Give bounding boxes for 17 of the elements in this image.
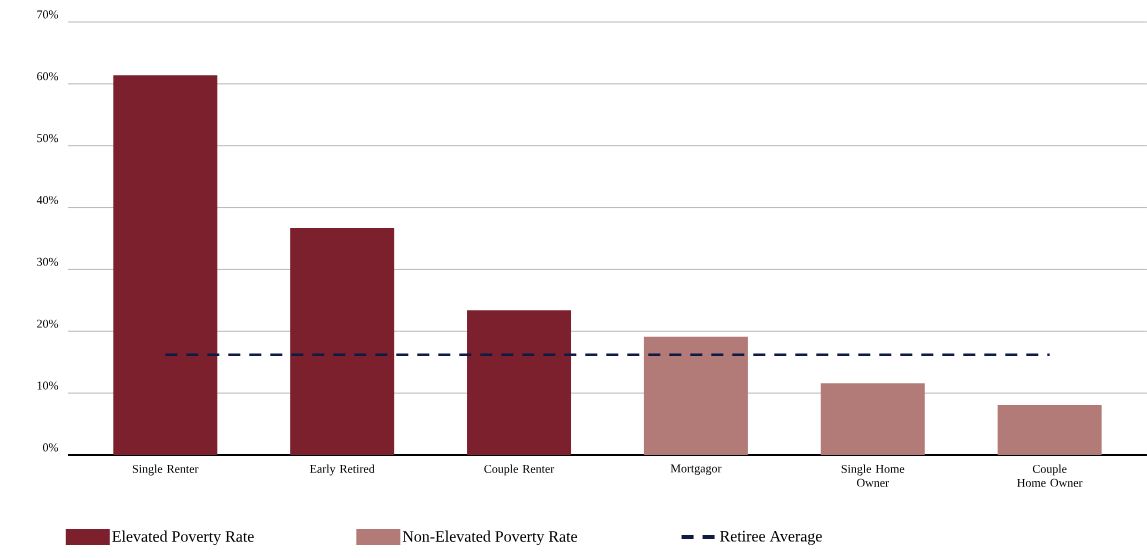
legend-label: Retiree Average	[720, 530, 822, 545]
x-tick-label: Mortgagor	[670, 464, 722, 475]
x-tick-label: Single Home Owner	[841, 464, 905, 487]
y-tick-label: 30%	[37, 257, 59, 266]
y-tick-label: 50%	[37, 134, 59, 143]
y-tick-label: 20%	[37, 319, 59, 328]
legend-label: Non-Elevated Poverty Rate	[402, 530, 578, 546]
y-tick-label: 70%	[37, 10, 59, 19]
y-tick-label: 40%	[36, 195, 59, 205]
x-tick-label: Couple Home Owner	[1017, 464, 1083, 487]
y-tick-label: 10%	[37, 381, 59, 390]
x-tick-label: Single Renter	[132, 464, 199, 476]
y-tick-label: 0%	[43, 443, 59, 452]
x-tick-label: Early Retired	[309, 464, 375, 476]
legend-label: Elevated Poverty Rate	[112, 530, 254, 546]
y-tick-label: 60%	[37, 72, 59, 81]
x-tick-label: Couple Renter	[484, 464, 555, 476]
